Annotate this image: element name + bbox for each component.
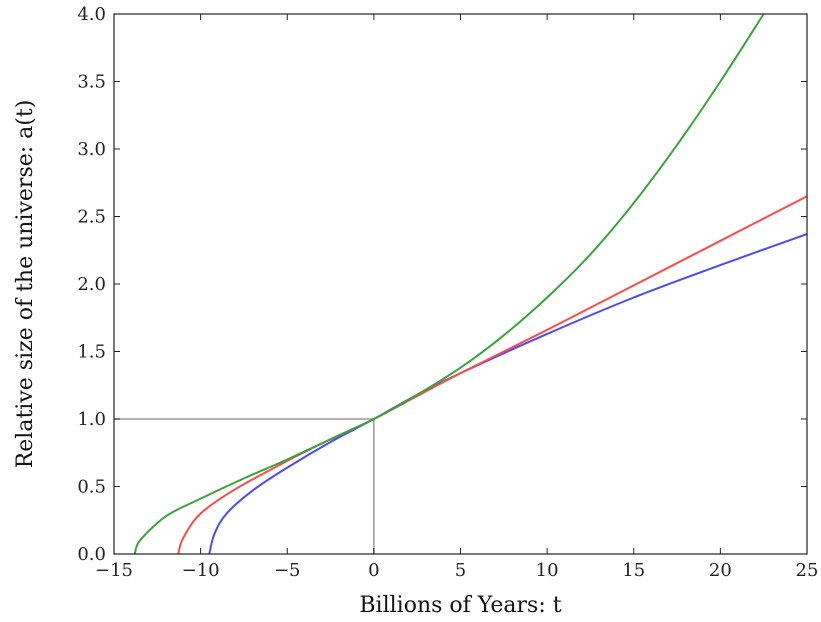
x-tick-label: −5 [274, 560, 301, 581]
series-line-1 [177, 195, 808, 555]
y-tick-label: 3.5 [77, 72, 106, 93]
y-tick-label: 1.5 [77, 342, 106, 363]
y-tick-label: 4.0 [77, 4, 106, 25]
x-tick-label: 10 [536, 560, 559, 581]
y-tick-label: 3.0 [77, 139, 106, 160]
y-tick-label: 0.0 [77, 544, 106, 565]
x-tick-label: −10 [182, 560, 220, 581]
plot-frame [113, 13, 808, 555]
x-tick-label: 20 [709, 560, 732, 581]
x-tick-label: 15 [622, 560, 645, 581]
x-tick-label: 25 [796, 560, 819, 581]
y-tick-label: 2.5 [77, 207, 106, 228]
y-tick-label: 1.0 [77, 409, 106, 430]
plot-content [114, 13, 808, 555]
series-line-2 [133, 13, 765, 555]
x-tick-label: 0 [368, 560, 379, 581]
x-tick-label: 5 [455, 560, 466, 581]
x-tick-label: −15 [95, 560, 133, 581]
x-axis-label: Billions of Years: t [359, 593, 561, 618]
y-axis-label: Relative size of the universe: a(t) [13, 100, 38, 469]
y-tick-label: 2.0 [77, 274, 106, 295]
y-tick-label: 0.5 [77, 477, 106, 498]
axis-ticks: −15 −10 −5 0 5 10 15 20 25 0.0 0.5 1.0 1.5 2.0 2.5 3.0 3… [77, 4, 818, 581]
series-line-0 [208, 233, 808, 555]
